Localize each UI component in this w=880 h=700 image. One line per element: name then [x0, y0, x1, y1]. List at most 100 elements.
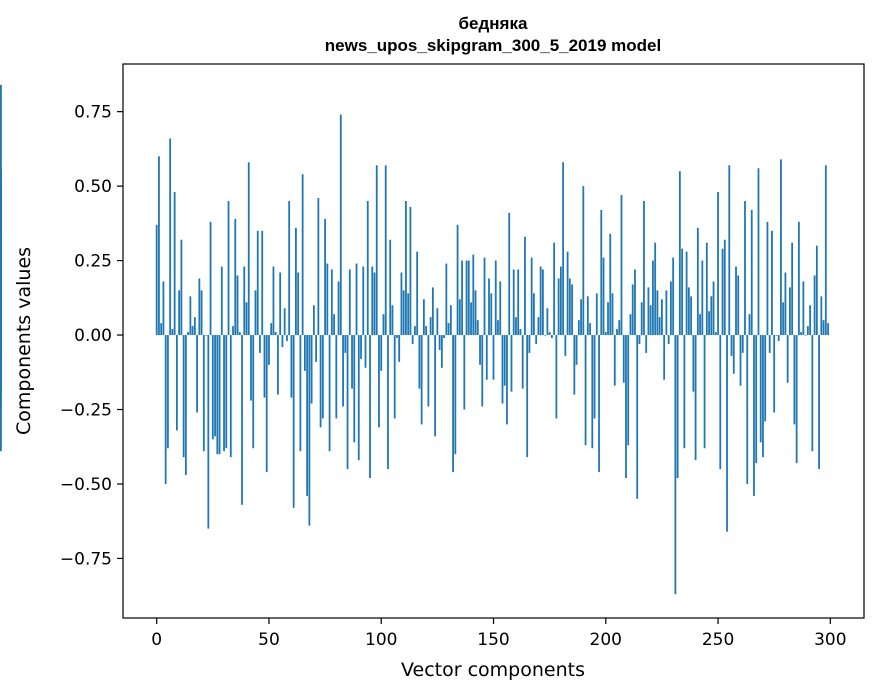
bar — [281, 335, 284, 347]
bar — [665, 290, 668, 336]
bar — [813, 275, 816, 336]
bar — [241, 335, 243, 505]
bar — [589, 323, 591, 336]
bar — [690, 296, 692, 336]
bar — [559, 266, 562, 336]
bar — [317, 198, 320, 336]
bar — [458, 299, 461, 336]
bar — [490, 293, 493, 336]
bar — [434, 335, 437, 437]
bar — [328, 335, 331, 452]
bar — [402, 290, 405, 336]
bar — [721, 248, 724, 336]
bar — [539, 266, 542, 336]
bar — [757, 168, 760, 336]
bar — [0, 335, 2, 452]
bar — [198, 278, 201, 336]
bar — [250, 335, 252, 401]
bar — [283, 308, 286, 336]
bar — [184, 335, 187, 476]
bar — [182, 335, 185, 458]
bar — [741, 335, 744, 353]
bar — [777, 335, 780, 341]
bar — [797, 221, 800, 336]
y-axis-label: Components values — [13, 247, 35, 435]
bar — [474, 290, 477, 336]
bar — [227, 201, 230, 336]
bar — [607, 302, 609, 336]
bar — [326, 263, 329, 336]
bar — [160, 323, 163, 336]
bar — [708, 311, 710, 336]
bar — [346, 335, 349, 470]
bar — [295, 227, 297, 336]
bar — [631, 284, 634, 336]
bar — [678, 171, 681, 336]
bar — [422, 299, 425, 336]
bar — [411, 335, 414, 344]
bar — [793, 335, 796, 425]
bar — [492, 335, 495, 380]
bar — [481, 335, 484, 407]
bar — [189, 296, 192, 336]
bar — [629, 314, 632, 336]
bar — [445, 263, 448, 336]
bar — [755, 335, 758, 464]
bar — [225, 335, 228, 449]
bar — [768, 335, 771, 353]
bar — [524, 236, 526, 336]
bar — [425, 326, 428, 336]
bar — [193, 317, 196, 336]
bar — [705, 242, 708, 336]
bar — [297, 272, 300, 336]
bar — [384, 165, 387, 336]
x-tick-label: 300 — [814, 630, 846, 650]
bar — [739, 335, 742, 386]
bar — [0, 335, 2, 356]
bar — [218, 335, 221, 455]
bar — [169, 138, 172, 336]
y-tick-label: −0.50 — [60, 475, 112, 495]
bar — [611, 293, 614, 336]
bar — [216, 335, 219, 455]
bar — [795, 335, 798, 464]
bar — [674, 335, 677, 595]
bar — [393, 335, 396, 419]
bar — [158, 156, 160, 336]
bar — [279, 272, 282, 336]
bar — [463, 335, 466, 410]
bar — [366, 201, 369, 336]
bar — [180, 239, 183, 336]
y-tick-label: −0.75 — [60, 549, 112, 569]
bar — [418, 335, 421, 389]
bar — [382, 314, 385, 336]
bar — [732, 335, 735, 374]
bar — [254, 290, 257, 336]
bar — [737, 275, 740, 336]
bar — [759, 335, 762, 443]
x-axis-label: Vector components — [401, 659, 585, 681]
bar — [290, 335, 293, 398]
bar — [454, 335, 457, 455]
bar — [750, 209, 753, 336]
bar — [764, 335, 767, 422]
bar — [391, 305, 394, 336]
bar — [447, 323, 450, 336]
bar — [800, 332, 803, 336]
bar — [0, 323, 2, 336]
bar — [528, 335, 531, 353]
bar — [308, 335, 311, 526]
bar — [312, 305, 315, 336]
bar — [209, 221, 212, 336]
bar — [771, 230, 773, 336]
bar — [449, 305, 452, 336]
bar — [389, 239, 392, 336]
bar — [306, 335, 309, 496]
bar — [494, 260, 497, 336]
bar — [265, 335, 268, 473]
bar — [196, 335, 198, 413]
bar — [409, 206, 412, 336]
bar — [593, 335, 596, 419]
bar — [786, 335, 789, 383]
bar — [353, 335, 356, 443]
